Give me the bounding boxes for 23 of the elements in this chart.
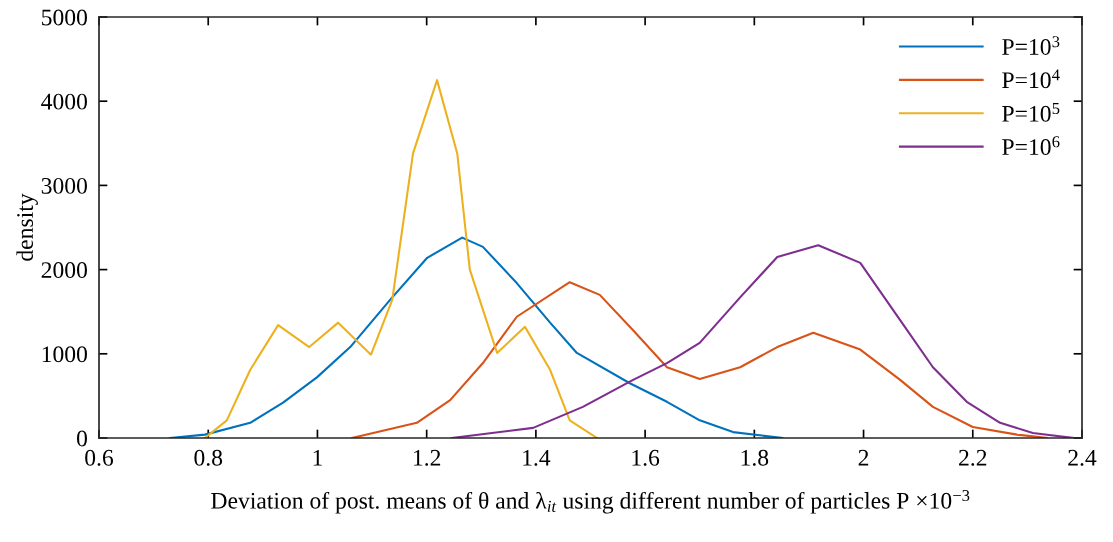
line-series	[203, 79, 599, 438]
y-tick-label: 5000	[42, 9, 87, 26]
y-tick-label: 2000	[41, 262, 87, 279]
y-tick-label: 3000	[41, 177, 87, 194]
x-tick-label: 1.4	[523, 449, 551, 466]
legend-label: P=10$^{5}$	[1002, 103, 1060, 122]
x-tick-label: 2.4	[1068, 449, 1097, 466]
legend-label: P=10$^{3}$	[1002, 36, 1060, 55]
y-tick-label: 1000	[42, 346, 87, 363]
x-tick-label: 1.8	[741, 449, 769, 466]
y-tick-label: 4000	[41, 93, 87, 110]
x-tick-label: 1.6	[632, 449, 660, 466]
x-tick-label: 1.2	[413, 449, 441, 466]
legend-label: P=10$^{6}$	[1002, 136, 1060, 155]
x-tick-label: 0.8	[194, 449, 223, 466]
y-tick-label: 0	[76, 430, 87, 447]
legend-label: P=10$^{4}$	[1002, 69, 1060, 89]
x-tick-label: 2.2	[959, 449, 987, 466]
x-tick-label: 0.6	[85, 449, 114, 466]
y-axis-title: density	[16, 193, 38, 261]
x-tick-label: 2	[858, 449, 869, 466]
x-tick-label: 1	[313, 449, 322, 466]
x-axis-title: Deviation of post. means of θ and λ$_{it}$ using different number of particles P ×10$^{−3}$	[211, 489, 970, 514]
